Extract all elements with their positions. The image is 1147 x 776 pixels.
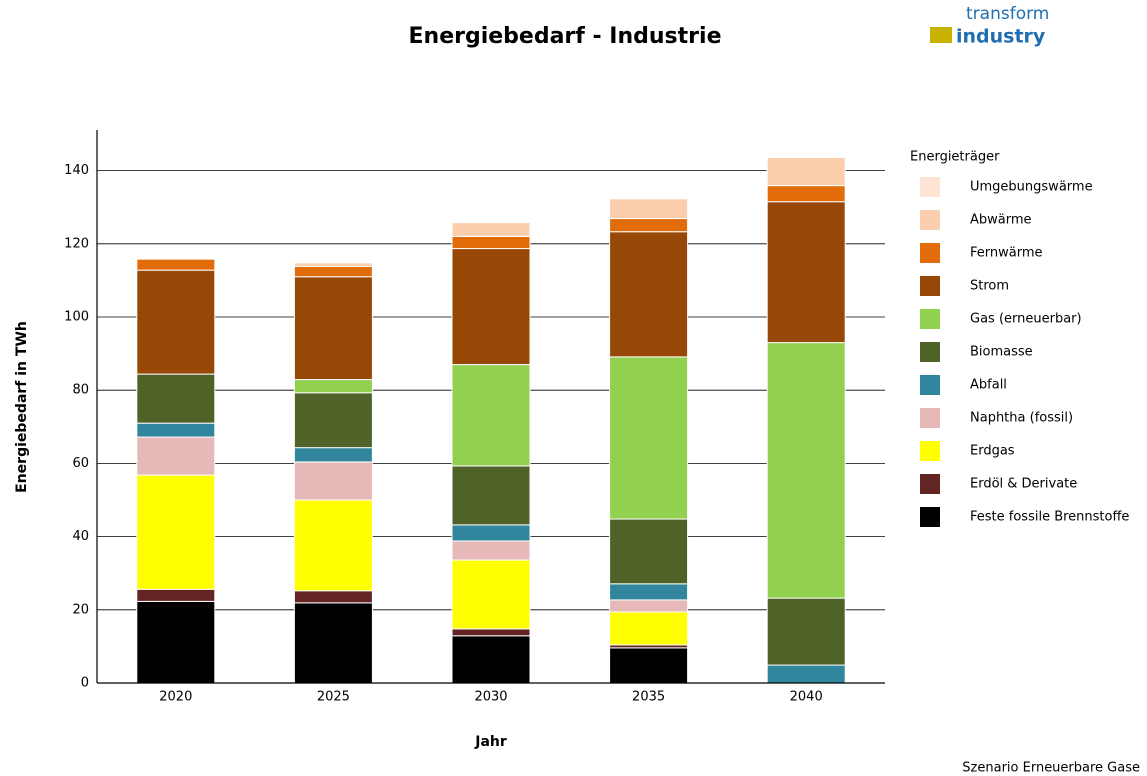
legend-swatch — [920, 408, 940, 428]
legend-label: Gas (erneuerbar) — [970, 312, 1082, 327]
bar-segment — [136, 436, 216, 476]
x-tick-label: 2035 — [632, 690, 665, 705]
bar-segment — [136, 474, 216, 590]
y-tick-label: 40 — [72, 529, 89, 544]
bar-segment — [293, 590, 373, 604]
bar-segment — [451, 540, 531, 561]
legend-label: Abfall — [970, 378, 1007, 393]
x-tick-label: 2025 — [317, 690, 350, 705]
bar-segment — [609, 231, 689, 358]
legend-label: Fernwärme — [970, 246, 1043, 261]
legend-swatch — [920, 507, 940, 527]
legend-swatch — [920, 276, 940, 296]
bar-segment — [766, 156, 846, 187]
bar-segment — [293, 602, 373, 684]
legend-label: Feste fossile Brennstoffe — [970, 510, 1129, 525]
bar-segment — [136, 588, 216, 602]
bar-segment — [136, 258, 216, 271]
bar-segment — [293, 461, 373, 501]
bar-segment — [293, 276, 373, 381]
bar-segment — [451, 465, 531, 526]
bar-segment — [451, 559, 531, 630]
legend-label: Abwärme — [970, 213, 1032, 228]
legend-label: Erdöl & Derivate — [970, 477, 1077, 492]
bar-segment — [293, 262, 373, 267]
bar-segment — [766, 597, 846, 666]
bar-segment — [609, 611, 689, 646]
bar-segment — [293, 447, 373, 463]
legend-label: Naphtha (fossil) — [970, 411, 1073, 426]
legend-label: Strom — [970, 279, 1009, 294]
legend-swatch — [920, 375, 940, 395]
legend-label: Umgebungswärme — [970, 180, 1093, 195]
legend-swatch — [920, 309, 940, 329]
legend-swatch — [920, 441, 940, 461]
bar-segment — [609, 518, 689, 585]
bar-segment — [766, 201, 846, 344]
y-tick-label: 80 — [72, 383, 89, 398]
x-axis-title: Jahr — [474, 734, 507, 750]
y-tick-label: 20 — [72, 602, 89, 617]
logo-icon — [930, 27, 952, 43]
x-tick-label: 2030 — [474, 690, 507, 705]
bar-segment — [766, 185, 846, 203]
bar-segment — [609, 583, 689, 601]
bar-segment — [451, 635, 531, 684]
y-axis-title: Energiebedarf in TWh — [14, 321, 30, 493]
y-tick-label: 120 — [64, 236, 89, 251]
y-tick-label: 0 — [81, 676, 89, 691]
y-tick-label: 60 — [72, 456, 89, 471]
bar-segment — [451, 524, 531, 542]
bar-segment — [766, 342, 846, 599]
bar-segment — [136, 269, 216, 375]
bar-segment — [609, 198, 689, 220]
bar-segment — [609, 647, 689, 684]
bar-segment — [451, 222, 531, 237]
bar-segment — [451, 364, 531, 467]
bar-segment — [451, 628, 531, 637]
legend-swatch — [920, 474, 940, 494]
legend-swatch — [920, 342, 940, 362]
legend-title: Energieträger — [910, 150, 1000, 165]
bar-segment — [293, 392, 373, 449]
bar-segment — [136, 422, 216, 438]
bar-segment — [293, 379, 373, 394]
bar-segment — [293, 499, 373, 592]
legend-swatch — [920, 243, 940, 263]
x-tick-label: 2020 — [159, 690, 192, 705]
bar-segment — [136, 600, 216, 684]
legend-label: Erdgas — [970, 444, 1015, 459]
bar-segment — [136, 373, 216, 424]
legend-label: Biomasse — [970, 345, 1033, 360]
y-tick-label: 100 — [64, 310, 89, 325]
bar-segment — [451, 248, 531, 366]
bar-segment — [451, 235, 531, 250]
bar-segment — [609, 356, 689, 520]
y-tick-label: 140 — [64, 163, 89, 178]
bar-segment — [609, 218, 689, 233]
footer: Szenario Erneuerbare Gase — [962, 761, 1140, 776]
logo-text: transform — [966, 4, 1049, 24]
logo-text: industry — [956, 26, 1046, 48]
legend-swatch — [920, 210, 940, 230]
x-tick-label: 2040 — [790, 690, 823, 705]
bar-segment — [766, 664, 846, 684]
legend-swatch — [920, 177, 940, 197]
bar-segment — [293, 265, 373, 278]
bar-segment — [609, 599, 689, 613]
chart-title: Energiebedarf - Industrie — [409, 24, 722, 49]
